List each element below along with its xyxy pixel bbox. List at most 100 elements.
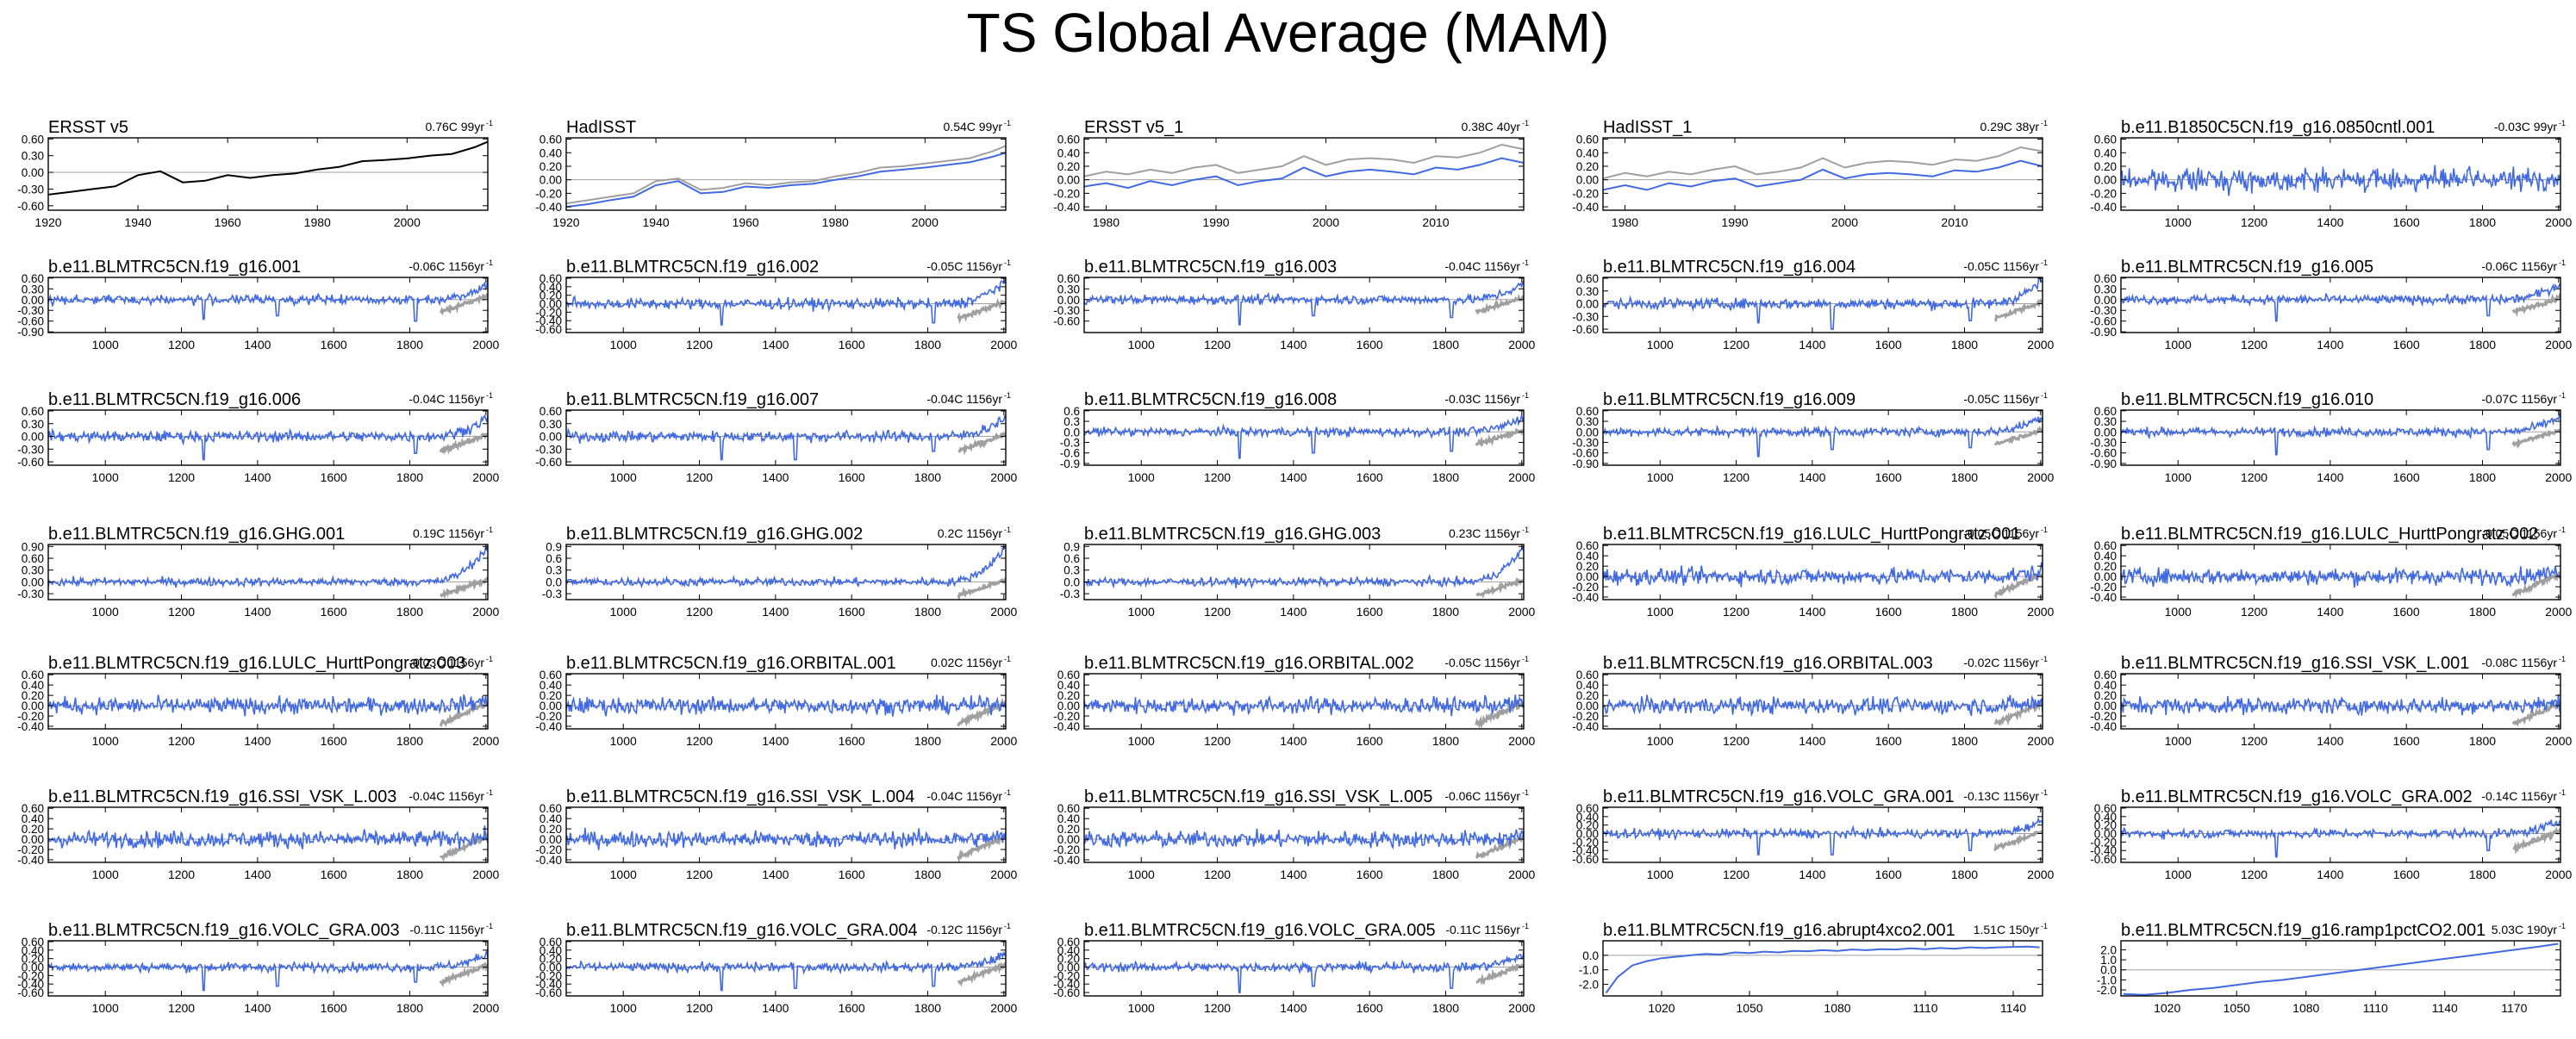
plot-frame bbox=[565, 806, 1007, 863]
trend-exponent: -1 bbox=[1004, 119, 1011, 128]
reference-line bbox=[1475, 831, 1524, 860]
x-tick-label: 1800 bbox=[914, 868, 941, 881]
x-tick-label: 1400 bbox=[244, 1001, 271, 1015]
panel-title: b.e11.BLMTRC5CN.f19_g16.ORBITAL.003 bbox=[1603, 654, 1933, 673]
chart-panel: b.e11.BLMTRC5CN.f19_g16.010 -0.07C 1156yr… bbox=[2090, 390, 2572, 484]
panel-trend: -0.11C 1156yr bbox=[1445, 923, 1520, 936]
y-tick-label: 0.40 bbox=[1057, 812, 1080, 825]
x-tick-label: 1600 bbox=[839, 338, 865, 352]
plot-frame bbox=[1083, 806, 1525, 863]
y-tick-label: -0.40 bbox=[1053, 720, 1080, 733]
x-tick-label: 1110 bbox=[2363, 1001, 2388, 1015]
y-tick-label: 0.20 bbox=[540, 289, 562, 302]
panel-title: b.e11.B1850C5CN.f19_g16.0850cntl.001 bbox=[2121, 118, 2435, 137]
y-tick-label: 0.00 bbox=[540, 298, 562, 311]
y-tick-label: 0.60 bbox=[1576, 405, 1599, 418]
x-tick-label: 1200 bbox=[1204, 734, 1231, 748]
y-tick-label: 0.3 bbox=[1063, 415, 1080, 428]
y-tick-label: 0.30 bbox=[22, 283, 44, 296]
trend-exponent: -1 bbox=[1004, 655, 1011, 663]
x-tick-label: 1600 bbox=[321, 868, 347, 881]
x-tick-label: 1200 bbox=[2241, 470, 2267, 484]
x-tick-label: 1600 bbox=[2393, 868, 2420, 881]
x-tick-label: 1080 bbox=[2292, 1001, 2319, 1015]
x-tick-label: 2000 bbox=[2545, 868, 2572, 881]
x-tick-label: 1600 bbox=[1357, 868, 1383, 881]
x-tick-label: 1600 bbox=[839, 734, 865, 748]
y-tick-label: -0.60 bbox=[17, 315, 44, 328]
y-tick-label: 0.60 bbox=[540, 272, 562, 285]
x-tick-label: 1600 bbox=[2393, 470, 2420, 484]
trend-exponent: -1 bbox=[2559, 119, 2566, 128]
y-tick-label: 0.60 bbox=[1576, 669, 1599, 681]
panel-title: b.e11.BLMTRC5CN.f19_g16.LULC_HurttPongra… bbox=[2121, 525, 2538, 544]
y-tick-label: 0.40 bbox=[540, 281, 562, 294]
x-tick-label: 1400 bbox=[1280, 605, 1307, 619]
x-tick-label: 2000 bbox=[990, 338, 1017, 352]
y-tick-label: -0.20 bbox=[17, 710, 44, 723]
panel-title: b.e11.BLMTRC5CN.f19_g16.006 bbox=[48, 390, 301, 409]
reference-line bbox=[439, 432, 488, 455]
y-tick-label: 0.0 bbox=[1063, 575, 1080, 588]
plot-frame bbox=[565, 544, 1007, 600]
plot-frame bbox=[2120, 277, 2561, 333]
x-tick-label: 1200 bbox=[686, 338, 713, 352]
x-tick-label: 1200 bbox=[168, 1001, 195, 1015]
y-tick-label: -1.0 bbox=[1579, 964, 1599, 977]
series-line bbox=[2121, 819, 2560, 858]
y-tick-label: 0.30 bbox=[22, 564, 44, 577]
plot-area bbox=[1603, 816, 2043, 855]
y-tick-label: 0.30 bbox=[22, 150, 44, 163]
y-tick-label: 0.20 bbox=[540, 689, 562, 702]
trend-exponent: -1 bbox=[1004, 788, 1011, 797]
plot-frame bbox=[47, 409, 489, 466]
x-tick-label: 1940 bbox=[643, 215, 670, 229]
x-tick-label: 2000 bbox=[1508, 605, 1535, 619]
plot-area bbox=[1603, 277, 2043, 330]
x-tick-label: 1000 bbox=[2165, 215, 2192, 229]
y-tick-label: 0.3 bbox=[546, 564, 562, 577]
series-line bbox=[1084, 951, 1524, 993]
y-tick-label: -0.30 bbox=[535, 443, 562, 456]
y-tick-label: 0.40 bbox=[22, 812, 44, 825]
trend-exponent: -1 bbox=[2559, 526, 2566, 534]
panel-title: b.e11.BLMTRC5CN.f19_g16.SSI_VSK_L.005 bbox=[1084, 787, 1432, 806]
x-tick-label: 1800 bbox=[914, 734, 941, 748]
x-tick-label: 1200 bbox=[2241, 868, 2267, 881]
chart-panel: b.e11.BLMTRC5CN.f19_g16.SSI_VSK_L.004 -0.… bbox=[535, 787, 1017, 881]
x-tick-label: 1600 bbox=[321, 605, 347, 619]
x-tick-label: 1200 bbox=[686, 470, 713, 484]
x-tick-label: 1400 bbox=[762, 734, 789, 748]
reference-line bbox=[957, 961, 1006, 987]
chart-panel: ERSST v5_1 0.38C 40yr -1 -0.40-0.200.000.20… bbox=[1053, 118, 1529, 229]
y-tick-label: 0.00 bbox=[1057, 961, 1080, 974]
chart-panel: b.e11.BLMTRC5CN.f19_g16.005 -0.06C 1156yr… bbox=[2090, 258, 2572, 352]
y-tick-label: 0.00 bbox=[2094, 174, 2117, 187]
y-tick-label: 0.00 bbox=[1057, 833, 1080, 846]
y-tick-label: -0.20 bbox=[17, 969, 44, 982]
x-tick-label: 2000 bbox=[1508, 1001, 1535, 1015]
plot-area bbox=[1603, 694, 2043, 726]
x-tick-label: 1000 bbox=[92, 470, 119, 484]
y-tick-label: -0.40 bbox=[1572, 720, 1599, 733]
y-tick-label: -0.60 bbox=[2090, 447, 2117, 460]
y-tick-label: 0.9 bbox=[546, 540, 562, 553]
y-tick-label: -0.90 bbox=[2090, 457, 2117, 470]
x-tick-label: 1960 bbox=[215, 215, 241, 229]
chart-panel: b.e11.BLMTRC5CN.f19_g16.002 -0.05C 1156yr… bbox=[535, 258, 1017, 352]
reference-line bbox=[2511, 700, 2560, 727]
y-tick-label: 0.20 bbox=[22, 953, 44, 966]
trend-exponent: -1 bbox=[2559, 655, 2566, 663]
series-line bbox=[566, 827, 1006, 850]
y-tick-label: 0.60 bbox=[1576, 272, 1599, 285]
x-tick-label: 1800 bbox=[396, 338, 423, 352]
series-line bbox=[48, 140, 488, 196]
x-tick-label: 1400 bbox=[1280, 734, 1307, 748]
x-tick-label: 2010 bbox=[1422, 215, 1449, 229]
panel-trend: 1.51C 150yr bbox=[1974, 923, 2040, 936]
chart-panel: HadISST_1 0.29C 38yr -1-0.40-0.200.000.200… bbox=[1572, 118, 2048, 229]
series-line bbox=[566, 277, 1006, 326]
x-tick-label: 1600 bbox=[1875, 470, 1902, 484]
trend-exponent: -1 bbox=[1004, 922, 1011, 930]
y-tick-label: 0.20 bbox=[1576, 689, 1599, 702]
